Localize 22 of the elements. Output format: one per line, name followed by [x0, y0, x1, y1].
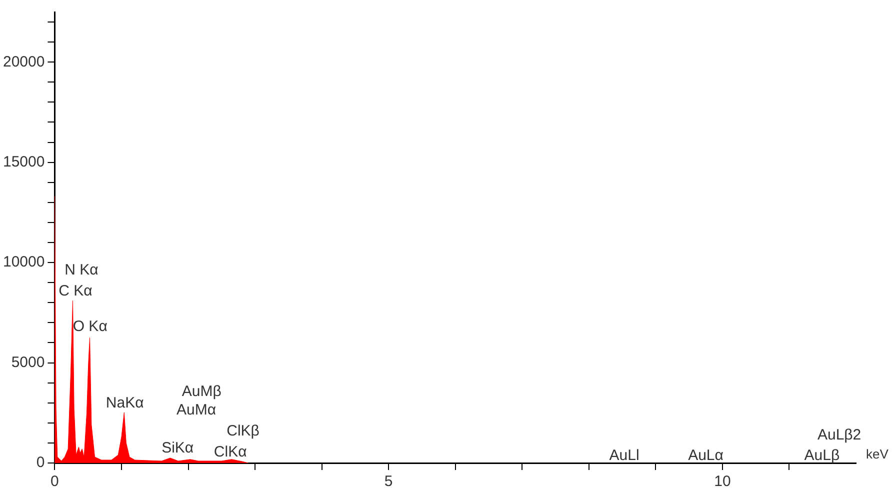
y-tick-label: 20000	[2, 53, 45, 70]
annotation: AuMα	[176, 402, 216, 419]
annotation: SiKα	[162, 439, 194, 456]
annotation: AuLβ2	[817, 426, 862, 444]
x-axis-title: keV	[866, 446, 889, 462]
annotation: ClKβ	[226, 422, 260, 440]
annotation: AuLα	[688, 447, 724, 464]
x-tick-label: 10	[714, 473, 731, 490]
y-tick-label: 10000	[2, 254, 45, 271]
annotation: C Kα	[58, 282, 93, 300]
annotation: AuLl	[609, 447, 640, 464]
annotation: O Kα	[72, 318, 108, 336]
y-tick-label: 15000	[2, 153, 45, 170]
annotation: AuMβ	[182, 382, 222, 400]
annotation: AuLβ	[804, 447, 840, 464]
y-tick-label: 0	[36, 454, 45, 472]
x-tick-label: 0	[50, 473, 59, 490]
annotation: N Kα	[64, 262, 99, 279]
annotation: NaKα	[106, 394, 144, 412]
x-tick-label: 5	[384, 473, 393, 490]
annotation: ClKα	[214, 443, 248, 460]
y-tick-label: 5000	[11, 354, 45, 371]
